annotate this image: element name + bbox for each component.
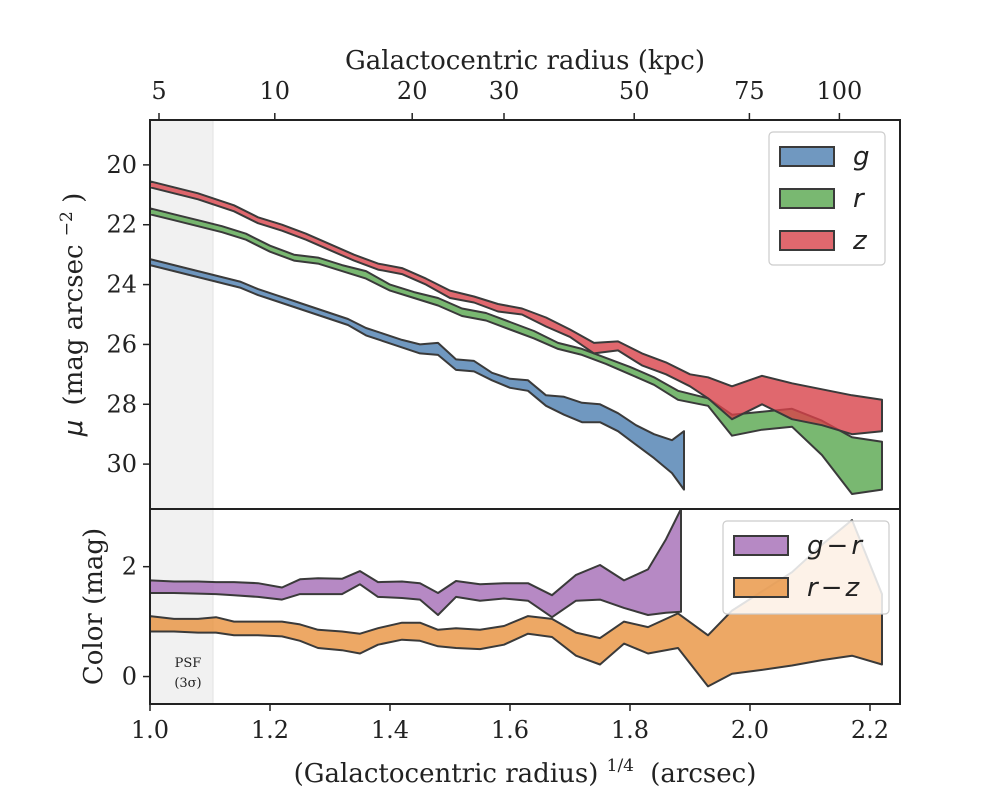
band-r: [149, 207, 883, 495]
legend-label-color-b: r: [851, 531, 864, 561]
y-tick-label: 28: [106, 390, 137, 418]
xlabel-exponent: 1/4: [607, 756, 634, 776]
y-tick-label: 0: [122, 663, 137, 691]
legend-label-color-b: z: [845, 573, 861, 603]
legend-label-g: g: [853, 142, 870, 172]
kpc-tick-label: 30: [489, 77, 520, 105]
psf-band-rect: [149, 119, 214, 510]
x-tick-label: 2.2: [851, 716, 889, 744]
legend-swatch-g-r: [733, 535, 789, 556]
xlabel-main: (Galactocentric radius): [294, 759, 599, 789]
ylabel-exponent: −2: [57, 211, 77, 236]
legend-label-g-r: g − r: [807, 531, 864, 561]
psf-sigma-label: (3σ): [174, 676, 201, 691]
kpc-tick-label: 5: [151, 77, 166, 105]
legend-box: [722, 520, 890, 615]
x-axis-label: (Galactocentric radius) 1/4 (arcsec): [294, 748, 757, 789]
x-tick-label: 1.6: [491, 716, 529, 744]
legend-swatch-r: [779, 188, 835, 209]
x-tick-label: 2.0: [731, 716, 769, 744]
x-tick-label: 1.2: [251, 716, 289, 744]
psf-band-rect: [149, 508, 214, 705]
y-tick-label: 24: [106, 271, 137, 299]
band-g: [149, 258, 685, 491]
kpc-tick-label: 75: [734, 77, 765, 105]
x-tick-label: 1.0: [131, 716, 169, 744]
legend-swatch-r-z: [733, 577, 789, 598]
legend-label-operator: −: [821, 573, 843, 603]
color-panel-frame: [149, 508, 901, 705]
kpc-tick-label: 50: [619, 77, 650, 105]
legend-label-color-a: r: [807, 573, 820, 603]
mu-symbol: μ: [59, 420, 89, 438]
kpc-tick-label: 20: [397, 77, 428, 105]
psf-band-top: [149, 119, 214, 510]
color-y-ticks: 02: [122, 553, 150, 691]
legend-label-operator: −: [827, 531, 849, 561]
color-areas: [149, 508, 883, 688]
legend-swatch-z: [779, 230, 835, 251]
profile-legend: grz: [768, 131, 886, 266]
y-tick-label: 2: [122, 553, 137, 581]
x-tick-label: 1.4: [371, 716, 409, 744]
y-tick-label: 22: [106, 211, 137, 239]
kpc-tick-label: 10: [260, 77, 291, 105]
color-legend: g − rr − z: [722, 520, 890, 615]
kpc-tick-label: 100: [816, 77, 862, 105]
ylabel-units: (mag arcsec: [59, 244, 89, 405]
psf-label: PSF: [175, 656, 202, 671]
top-panel: 20 22 24 26 28 30 5 10 20 30 50 75 100 grz Galactoc…: [49, 46, 901, 510]
legend-swatch-g: [779, 146, 835, 167]
band-g-r: [149, 508, 682, 619]
top-axis-title: Galactocentric radius (kpc): [345, 46, 705, 76]
y-tick-label: 30: [106, 450, 137, 478]
profile-y-ticks: 20 22 24 26 28 30: [106, 151, 150, 478]
y-tick-label: 26: [106, 330, 137, 358]
psf-band-bottom: [149, 508, 214, 705]
legend-label-z: z: [852, 226, 868, 256]
color-y-axis-label: Color (mag): [79, 528, 109, 685]
ylabel-close: ): [59, 193, 89, 203]
x-axis-ticks: 1.0 1.2 1.4 1.6 1.8 2.0 2.2: [131, 704, 889, 744]
legend-label-r: r: [853, 184, 866, 214]
legend-label-r-z: r − z: [807, 573, 861, 603]
profile-areas: [149, 180, 883, 495]
band-r-z: [149, 519, 883, 688]
xlabel-tail: (arcsec): [650, 759, 756, 789]
bottom-panel: 02 1.0 1.2 1.4 1.6 1.8 2.0 2.2 g − rr − z PSF (3σ)…: [79, 508, 901, 789]
band-z: [149, 180, 883, 436]
y-tick-label: 20: [106, 151, 137, 179]
x-tick-label: 1.8: [611, 716, 649, 744]
kpc-axis-ticks: 5 10 20 30 50 75 100: [151, 77, 862, 120]
legend-label-color-a: g: [807, 531, 824, 561]
profile-y-axis-label: μ (mag arcsec −2 ): [49, 193, 89, 438]
